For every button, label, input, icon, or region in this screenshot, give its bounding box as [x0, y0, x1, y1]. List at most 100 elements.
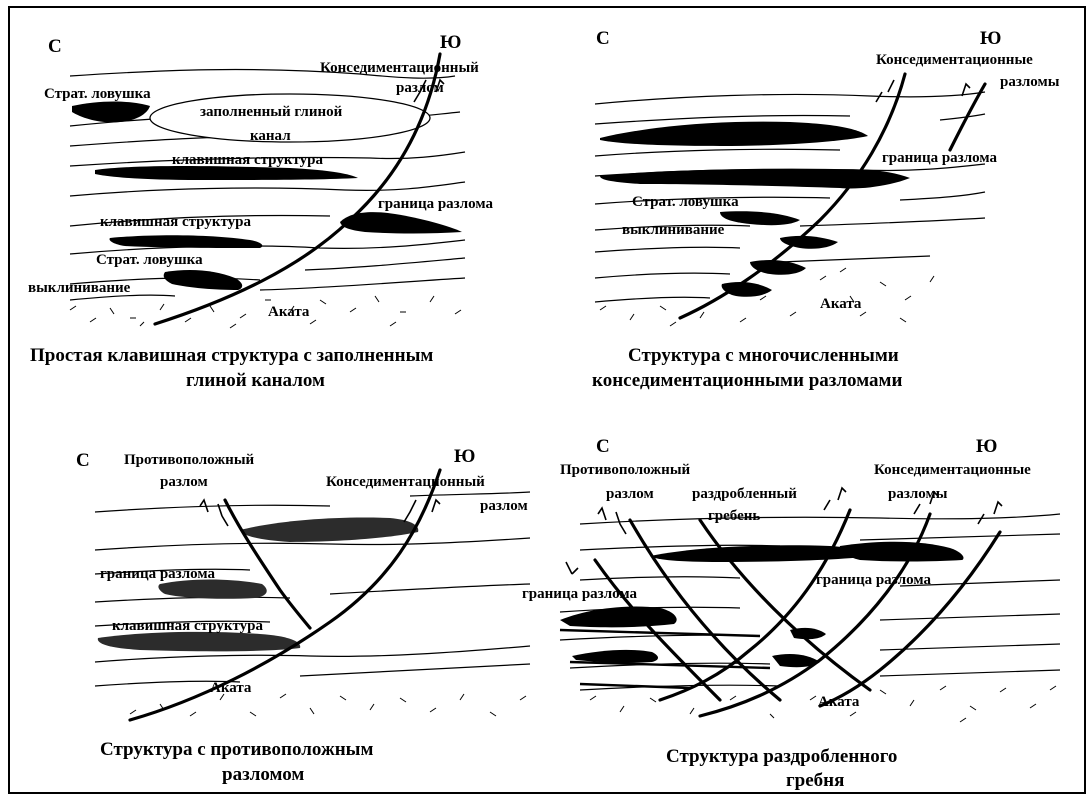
- opposite-arrow-pair-2: [597, 506, 627, 535]
- fault-arrow-pair-1: [823, 486, 847, 511]
- key-structure-body: [97, 631, 301, 652]
- panel-crushed-crest: С Ю Противоположный разлом раздробленный…: [522, 436, 1061, 791]
- panel-caption-line1: Структура с противоположным: [100, 739, 373, 760]
- fault-block-beds: [559, 628, 771, 690]
- akata-region: [599, 267, 935, 327]
- fault-arrow-up: [431, 498, 441, 513]
- north-label: С: [76, 450, 90, 471]
- clay-channel-outline: [149, 93, 431, 143]
- opposite-fault-2: [628, 518, 782, 702]
- opposite-fault-label-line2: разлом: [606, 486, 654, 502]
- fault-boundary-body: [158, 579, 267, 599]
- fault-title-line2: разлом: [396, 80, 444, 96]
- key-structure-label: клавишная структура: [112, 618, 263, 634]
- key-structure-2-body: [109, 235, 263, 248]
- fault-title-line1: Конседиментационные: [876, 52, 1033, 68]
- fault-boundary-body: [340, 212, 462, 234]
- pinchout-label: выклинивание: [622, 222, 725, 238]
- panel-caption-line2: глиной каналом: [186, 370, 325, 391]
- opposite-fault: [223, 498, 312, 630]
- pinchout-label: выклинивание: [28, 280, 131, 296]
- left-body-1: [560, 606, 677, 628]
- akata-label: Аката: [820, 296, 862, 312]
- right-body-2: [772, 654, 820, 668]
- fault-arrow-up: [435, 78, 445, 93]
- panel-caption-line2: конседиментационными разломами: [592, 370, 902, 391]
- south-label: Ю: [454, 446, 475, 467]
- fault-arrow-pair-2: [913, 490, 939, 515]
- main-fault-1: [658, 508, 852, 702]
- fault-arrow-pair-3: [977, 500, 1003, 525]
- key-structure-1-label: клавишная структура: [172, 152, 323, 168]
- akata-label: Аката: [210, 680, 252, 696]
- north-label: С: [48, 36, 62, 57]
- crest-body: [650, 545, 872, 562]
- opposite-arrow-down: [217, 503, 229, 527]
- sediment-layers: [94, 491, 531, 687]
- fault-boundary-label: граница разлома: [378, 196, 493, 212]
- main-fault-3: [818, 530, 1002, 708]
- panel-simple-key-structure: С Ю Конседиментационный разлом Страт. ло…: [28, 32, 493, 391]
- south-label: Ю: [976, 436, 997, 457]
- right-crest-body: [839, 541, 964, 562]
- main-fault: [128, 468, 442, 722]
- fault-block-body-3: [721, 282, 772, 297]
- north-label: С: [596, 436, 610, 457]
- fault-title-line1: Конседиментационный: [320, 60, 479, 76]
- akata-region: [589, 685, 1057, 723]
- crushed-crest-label-line1: раздробленный: [692, 486, 797, 502]
- top-lens-body: [240, 517, 419, 542]
- fault-title-line1: Конседиментационный: [326, 474, 485, 490]
- fault-boundary-left-label: граница разлома: [522, 586, 637, 602]
- key-structure-1-body: [95, 166, 358, 180]
- strat-trap-label: Страт. ловушка: [632, 194, 739, 210]
- fault-boundary-label: граница разлома: [882, 150, 997, 166]
- panel-caption-line1: Структура с многочисленными: [628, 345, 899, 366]
- strat-trap-top-body: [72, 101, 150, 123]
- panel-caption-line1: Структура раздробленного: [666, 746, 897, 767]
- main-fault: [153, 52, 442, 326]
- panel-caption-line1: Простая клавишная структура с заполненны…: [30, 345, 433, 366]
- fault-block-body-2: [750, 260, 806, 275]
- akata-label: Аката: [818, 694, 860, 710]
- south-label: Ю: [440, 32, 461, 53]
- akata-region: [69, 295, 462, 329]
- panel-caption-line2: разломом: [222, 764, 304, 785]
- panel-caption-line2: гребня: [786, 770, 844, 791]
- main-fault-2: [698, 512, 932, 718]
- opposite-fault-label-line1: Противоположный: [124, 452, 255, 468]
- fault-title-line2: разлом: [480, 498, 528, 514]
- strat-trap-bottom-body: [163, 270, 243, 290]
- fault-boundary-right-label: граница разлома: [816, 572, 931, 588]
- crushed-crest-label-line2: гребень: [708, 508, 760, 524]
- fault-arrow-down: [413, 79, 427, 103]
- key-structure-body: [600, 121, 868, 146]
- opposite-fault-label-line1: Противоположный: [560, 462, 691, 478]
- opposite-fault-3: [698, 518, 872, 692]
- north-label: С: [596, 28, 610, 49]
- fault-title-line1: Конседиментационные: [874, 462, 1031, 478]
- fault-1: [678, 72, 907, 320]
- fault-title-line2: разломы: [1000, 74, 1060, 90]
- clay-channel-label-line1: заполненный глиной: [200, 104, 343, 120]
- key-structure-label: клавишная структура: [666, 126, 817, 142]
- fault-title-line2: разломы: [888, 486, 948, 502]
- fault-arrow-left: [875, 79, 895, 103]
- figure-frame: [8, 6, 1086, 794]
- strat-trap-top-label: Страт. ловушка: [44, 86, 151, 102]
- key-structure-2-label: клавишная структура: [100, 214, 251, 230]
- opposite-arrow-up: [199, 498, 209, 513]
- strat-trap-bottom-label: Страт. ловушка: [96, 252, 203, 268]
- opposite-fault-1: [593, 558, 722, 702]
- fault-2: [948, 82, 987, 152]
- clay-channel-label-line2: канал: [250, 128, 291, 144]
- akata-label: Аката: [268, 304, 310, 320]
- south-label: Ю: [980, 28, 1001, 49]
- panel-multiple-faults: С Ю Конседиментационные разломы клавишна…: [592, 28, 1060, 391]
- fault-arrow-down: [403, 499, 417, 523]
- panel-opposite-fault: С Ю Противоположный разлом Конседиментац…: [76, 446, 531, 785]
- fault-boundary-body: [600, 169, 910, 189]
- akata-region: [129, 693, 527, 717]
- opposite-arrow-pair-1: [565, 561, 579, 575]
- strat-trap-body: [720, 211, 800, 226]
